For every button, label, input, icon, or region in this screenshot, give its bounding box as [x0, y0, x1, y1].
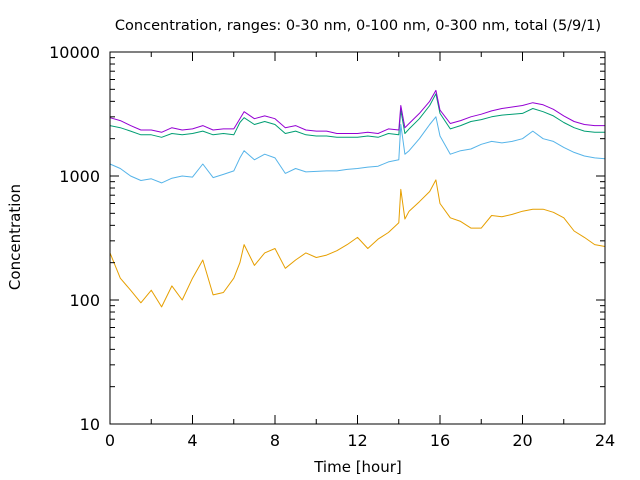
x-tick-label: 12	[347, 431, 367, 450]
y-tick-label: 100	[69, 291, 100, 310]
x-tick-label: 0	[105, 431, 115, 450]
chart-title: Concentration, ranges: 0-30 nm, 0-100 nm…	[115, 18, 601, 34]
series-line-4	[109, 89, 605, 134]
y-axis-label: Concentration	[6, 184, 24, 290]
x-tick-label: 20	[512, 431, 532, 450]
ticks-layer: 0 4 8 12 16 20 24 10 100 1000 10000	[49, 43, 615, 450]
x-tick-label: 24	[595, 431, 615, 450]
y-tick-label: 10	[80, 415, 100, 434]
x-axis-label: Time [hour]	[313, 458, 402, 476]
x-tick-label: 8	[270, 431, 280, 450]
x-tick-label: 16	[430, 431, 450, 450]
y-tick-label: 10000	[49, 43, 100, 62]
plot-frame	[109, 51, 606, 425]
series-line-3	[109, 93, 605, 138]
series-line-2	[109, 116, 606, 184]
x-tick-label: 4	[187, 431, 197, 450]
y-tick-label: 1000	[59, 167, 100, 186]
series-layer	[109, 89, 606, 308]
series-line-1	[109, 179, 606, 308]
